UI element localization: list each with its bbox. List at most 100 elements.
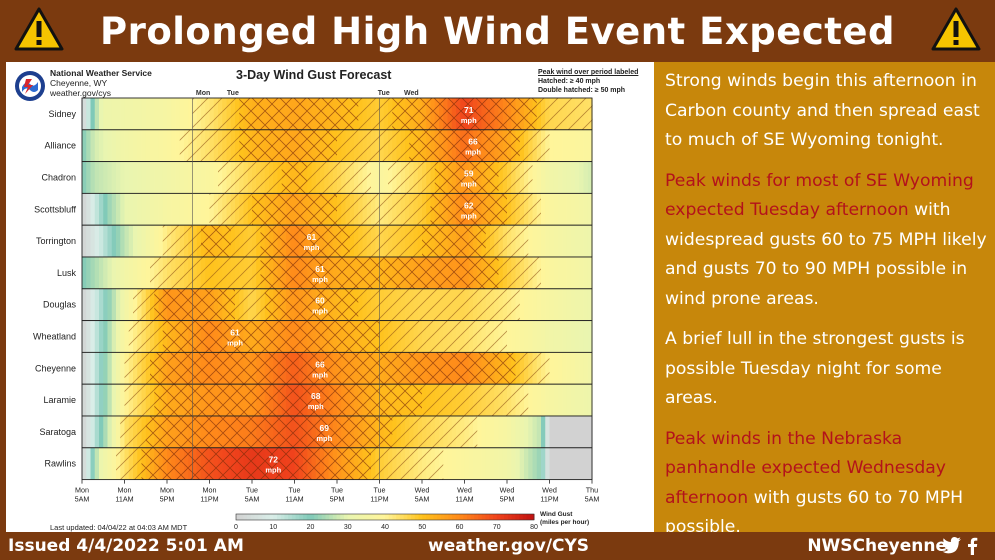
single-hatch [481,320,487,353]
gust-cell [86,288,92,321]
double-hatch [298,193,304,226]
single-hatch [409,225,415,257]
double-hatch [188,352,194,385]
location-label: Alliance [44,141,76,151]
double-hatch [358,320,364,353]
gust-cell [553,225,559,257]
double-hatch [269,447,274,480]
twitter-icon[interactable] [942,536,962,554]
gust-cell [111,352,117,385]
gust-cell [507,447,512,480]
double-hatch [247,447,253,480]
double-hatch [490,257,495,289]
gust-cell [86,416,92,448]
gust-cell [111,193,117,226]
gust-cell [99,384,104,416]
double-hatch [179,447,185,480]
single-hatch [171,257,177,289]
double-hatch [252,352,257,385]
double-hatch [256,352,262,385]
double-hatch [349,384,355,416]
single-hatch [196,257,202,289]
double-hatch [345,98,351,130]
double-hatch [332,352,338,385]
double-hatch [451,98,457,130]
double-hatch [196,447,202,480]
double-hatch [481,193,487,226]
gust-cell [545,384,551,416]
double-hatch [315,352,321,385]
gust-cell [579,129,585,162]
single-hatch [239,288,245,321]
double-hatch [303,193,308,226]
colorbar-cell [437,514,442,520]
gust-cell [120,98,126,130]
double-hatch [324,225,330,257]
double-hatch [400,257,406,289]
gust-cell [575,352,580,385]
gust-cell [99,320,104,353]
double-hatch [324,416,330,448]
double-hatch [439,225,444,257]
single-hatch [162,225,168,257]
double-hatch [354,320,359,353]
gust-cell [107,161,113,194]
double-hatch [409,129,415,162]
single-hatch [528,129,534,162]
gust-cell [103,257,109,289]
double-hatch [354,416,359,448]
colorbar-label: (miles per hour) [540,519,589,526]
single-hatch [205,257,211,289]
single-hatch [507,161,512,194]
gust-cell [473,447,478,480]
single-hatch [507,257,512,289]
single-hatch [524,352,529,385]
gust-cell [158,225,164,257]
gust-cell [570,129,576,162]
colorbar-cell [236,514,241,520]
single-hatch [490,320,495,353]
gust-cell [90,288,96,321]
single-hatch [158,320,164,353]
double-hatch [507,129,512,162]
double-hatch [354,447,359,480]
single-hatch [434,320,440,353]
gust-cell [82,384,87,416]
gust-cell [116,129,121,162]
single-hatch [422,288,427,321]
double-hatch [528,98,534,130]
colorbar-border [235,513,535,521]
double-hatch [239,447,245,480]
double-hatch [256,447,262,480]
gust-cell [103,225,109,257]
double-hatch [243,352,249,385]
double-hatch [158,288,164,321]
double-hatch [196,384,202,416]
gust-cell [158,129,164,162]
double-hatch [303,288,308,321]
double-hatch [502,129,508,162]
colorbar-cell [254,514,259,520]
location-label: Douglas [43,300,77,310]
colorbar-cell [355,514,360,520]
colorbar-cell [377,514,382,520]
footer-website-link[interactable]: weather.gov/CYS [428,536,590,556]
single-hatch [477,320,483,353]
single-hatch [145,288,151,321]
social-handle[interactable]: NWSCheyenne [807,536,947,556]
gust-cell [116,193,121,226]
double-hatch [239,352,245,385]
single-hatch [358,288,364,321]
facebook-icon[interactable] [966,536,978,555]
gust-cell [541,257,546,289]
double-hatch [375,320,381,353]
gust-cell [570,416,576,448]
gust-cell [371,161,376,194]
gust-cell [188,98,194,130]
single-hatch [507,384,512,416]
double-hatch [286,193,291,226]
gust-cell [154,161,160,194]
gust-cell [579,193,585,226]
colorbar-cell [243,514,248,520]
gust-cell [562,416,568,448]
